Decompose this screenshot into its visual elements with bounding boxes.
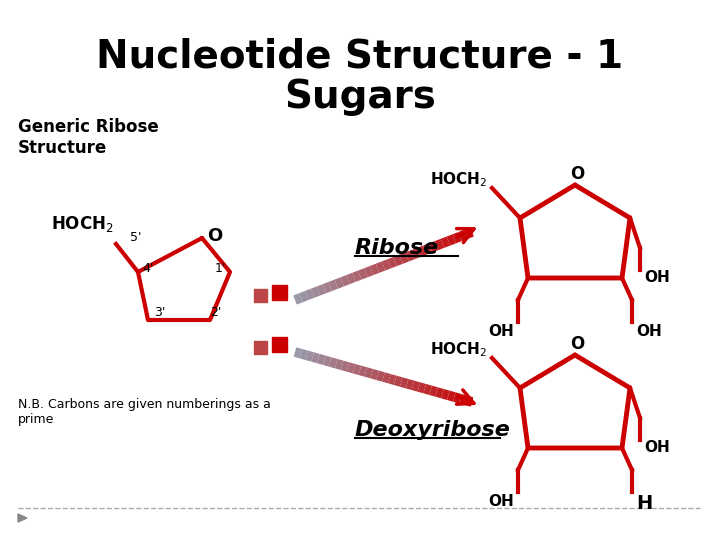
Text: Nucleotide Structure - 1: Nucleotide Structure - 1 — [96, 38, 624, 76]
Bar — [254, 289, 267, 302]
Text: N.B. Carbons are given numberings as a
prime: N.B. Carbons are given numberings as a p… — [18, 398, 271, 426]
Text: O: O — [207, 227, 222, 245]
Text: OH: OH — [636, 324, 662, 339]
Text: OH: OH — [488, 494, 514, 509]
Text: Generic Ribose
Structure: Generic Ribose Structure — [18, 118, 158, 157]
Text: Ribose: Ribose — [355, 238, 439, 258]
Bar — [272, 285, 287, 300]
Text: HOCH$_2$: HOCH$_2$ — [431, 341, 488, 359]
Text: Sugars: Sugars — [284, 78, 436, 116]
Text: HOCH$_2$: HOCH$_2$ — [431, 171, 488, 190]
Bar — [254, 341, 267, 354]
Text: OH: OH — [644, 270, 670, 285]
Text: 2': 2' — [210, 307, 222, 320]
Text: 3': 3' — [154, 307, 166, 320]
Text: OH: OH — [644, 440, 670, 455]
Text: 5': 5' — [130, 231, 142, 244]
Text: OH: OH — [488, 324, 514, 339]
Text: 1': 1' — [215, 261, 225, 274]
Text: HOCH$_2$: HOCH$_2$ — [51, 214, 114, 234]
Text: 4': 4' — [143, 261, 153, 274]
Bar — [272, 337, 287, 352]
Text: Deoxyribose: Deoxyribose — [355, 420, 511, 440]
Text: O: O — [570, 165, 584, 183]
Text: H: H — [636, 494, 652, 513]
Polygon shape — [18, 514, 27, 522]
Text: O: O — [570, 335, 584, 353]
